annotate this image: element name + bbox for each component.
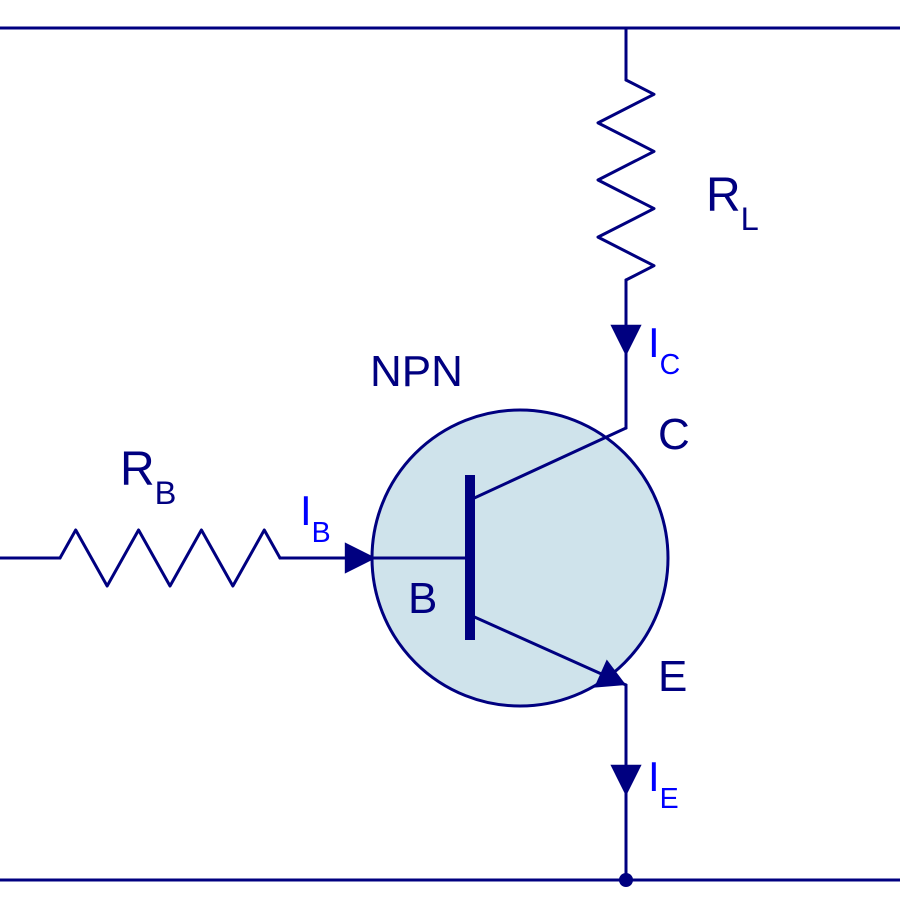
ib-main: I xyxy=(300,487,312,534)
transistor-type-label: NPN xyxy=(370,350,463,394)
ic-sub: C xyxy=(660,349,681,381)
collector-current-label: IC xyxy=(648,322,680,372)
base-current-label: IB xyxy=(300,490,331,540)
ie-main: I xyxy=(648,753,660,800)
ie-sub: E xyxy=(660,783,679,815)
emitter-current-label: IE xyxy=(648,756,679,806)
rl-sub: L xyxy=(741,200,759,237)
base-pin-label: B xyxy=(408,577,437,621)
ib-sub: B xyxy=(312,517,331,549)
circuit-diagram: NPN C B E RB RL IB IC IE xyxy=(0,0,900,900)
rl-main: R xyxy=(706,169,741,222)
rb-sub: B xyxy=(155,474,177,511)
collector-pin-label: C xyxy=(658,413,690,457)
emitter-pin-label: E xyxy=(658,655,687,699)
ic-main: I xyxy=(648,319,660,366)
base-resistor-label: RB xyxy=(120,446,176,501)
load-resistor-label: RL xyxy=(706,172,759,227)
rb-main: R xyxy=(120,443,155,496)
